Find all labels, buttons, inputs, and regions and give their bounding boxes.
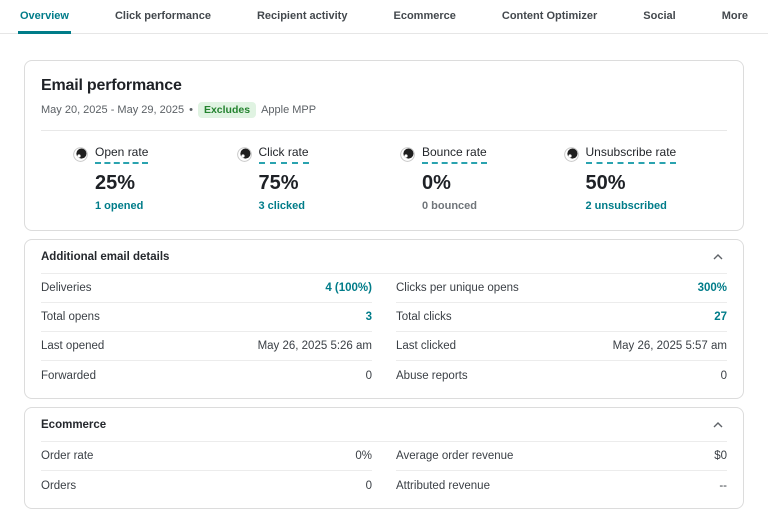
table-row: Attributed revenue -- bbox=[396, 471, 727, 500]
metric-value-open-rate: 25% bbox=[95, 172, 237, 195]
date-range-line: May 20, 2025 - May 29, 2025 • Excludes A… bbox=[41, 102, 727, 118]
excludes-badge: Excludes bbox=[198, 102, 256, 118]
metric-value-click-rate: 75% bbox=[259, 172, 401, 195]
details-right-column: Clicks per unique opens 300% Total click… bbox=[396, 274, 727, 390]
table-row: Order rate 0% bbox=[41, 442, 372, 471]
tab-ecommerce[interactable]: Ecommerce bbox=[391, 0, 457, 34]
row-value: May 26, 2025 5:57 am bbox=[613, 340, 727, 352]
row-value[interactable]: 27 bbox=[714, 311, 727, 323]
page-title: Email performance bbox=[41, 77, 727, 95]
freddie-icon bbox=[237, 147, 252, 162]
row-label: Abuse reports bbox=[396, 370, 468, 382]
chevron-up-icon bbox=[713, 254, 723, 260]
row-label: Order rate bbox=[41, 450, 93, 462]
tab-overview[interactable]: Overview bbox=[18, 0, 71, 34]
row-value: -- bbox=[719, 480, 727, 492]
table-row: Total opens 3 bbox=[41, 303, 372, 332]
ecommerce-right-column: Average order revenue $0 Attributed reve… bbox=[396, 442, 727, 500]
section-title-additional-details: Additional email details bbox=[41, 251, 169, 263]
table-row: Average order revenue $0 bbox=[396, 442, 727, 471]
metrics-row: Open rate 25% 1 opened Click rate 75% 3 … bbox=[25, 131, 743, 230]
row-value: 0% bbox=[355, 450, 372, 462]
freddie-icon bbox=[564, 147, 579, 162]
date-separator: • bbox=[189, 104, 193, 116]
tab-more[interactable]: More bbox=[720, 0, 750, 34]
row-label: Attributed revenue bbox=[396, 480, 490, 492]
collapse-button[interactable] bbox=[709, 250, 727, 264]
date-range: May 20, 2025 - May 29, 2025 bbox=[41, 104, 184, 116]
table-row: Deliveries 4 (100%) bbox=[41, 274, 372, 303]
section-title-ecommerce: Ecommerce bbox=[41, 419, 106, 431]
metric-label-click-rate[interactable]: Click rate bbox=[259, 145, 309, 164]
row-label: Deliveries bbox=[41, 282, 92, 294]
table-row: Total clicks 27 bbox=[396, 303, 727, 332]
row-value: 0 bbox=[721, 370, 727, 382]
email-performance-header: Email performance May 20, 2025 - May 29,… bbox=[25, 61, 743, 130]
table-row: Orders 0 bbox=[41, 471, 372, 500]
metric-click-rate: Click rate 75% 3 clicked bbox=[237, 145, 401, 212]
row-label: Orders bbox=[41, 480, 76, 492]
row-label: Total opens bbox=[41, 311, 100, 323]
freddie-icon bbox=[73, 147, 88, 162]
row-value: 0 bbox=[366, 480, 372, 492]
row-label: Clicks per unique opens bbox=[396, 282, 519, 294]
row-value[interactable]: 4 (100%) bbox=[325, 282, 372, 294]
row-label: Last opened bbox=[41, 340, 104, 352]
metric-bounce-rate: Bounce rate 0% 0 bounced bbox=[400, 145, 564, 212]
metric-sub-bounce-rate: 0 bounced bbox=[422, 200, 564, 212]
metric-sub-open-rate[interactable]: 1 opened bbox=[95, 200, 237, 212]
tab-click-performance[interactable]: Click performance bbox=[113, 0, 213, 34]
metric-label-open-rate[interactable]: Open rate bbox=[95, 145, 148, 164]
report-tabbar: Overview Click performance Recipient act… bbox=[0, 0, 768, 34]
additional-details-card: Additional email details Deliveries 4 (1… bbox=[24, 239, 744, 399]
row-value[interactable]: 300% bbox=[698, 282, 727, 294]
metric-unsubscribe-rate: Unsubscribe rate 50% 2 unsubscribed bbox=[564, 145, 728, 212]
table-row: Abuse reports 0 bbox=[396, 361, 727, 390]
collapse-button[interactable] bbox=[709, 418, 727, 432]
row-value: $0 bbox=[714, 450, 727, 462]
metric-label-bounce-rate[interactable]: Bounce rate bbox=[422, 145, 487, 164]
row-value: 0 bbox=[366, 370, 372, 382]
row-label: Last clicked bbox=[396, 340, 456, 352]
metric-sub-unsubscribe-rate[interactable]: 2 unsubscribed bbox=[586, 200, 728, 212]
chevron-up-icon bbox=[713, 422, 723, 428]
email-performance-card: Email performance May 20, 2025 - May 29,… bbox=[24, 60, 744, 231]
metric-sub-click-rate[interactable]: 3 clicked bbox=[259, 200, 401, 212]
freddie-icon bbox=[400, 147, 415, 162]
table-row: Last clicked May 26, 2025 5:57 am bbox=[396, 332, 727, 361]
ecommerce-left-column: Order rate 0% Orders 0 bbox=[41, 442, 372, 500]
row-label: Forwarded bbox=[41, 370, 96, 382]
row-label: Total clicks bbox=[396, 311, 452, 323]
tab-content-optimizer[interactable]: Content Optimizer bbox=[500, 0, 599, 34]
table-row: Forwarded 0 bbox=[41, 361, 372, 390]
ecommerce-card: Ecommerce Order rate 0% Orders 0 Average… bbox=[24, 407, 744, 509]
row-label: Average order revenue bbox=[396, 450, 513, 462]
tab-recipient-activity[interactable]: Recipient activity bbox=[255, 0, 349, 34]
excludes-target: Apple MPP bbox=[261, 104, 316, 116]
metric-label-unsubscribe-rate[interactable]: Unsubscribe rate bbox=[586, 145, 677, 164]
row-value: May 26, 2025 5:26 am bbox=[258, 340, 372, 352]
metric-value-unsubscribe-rate: 50% bbox=[586, 172, 728, 195]
table-row: Clicks per unique opens 300% bbox=[396, 274, 727, 303]
metric-open-rate: Open rate 25% 1 opened bbox=[73, 145, 237, 212]
row-value[interactable]: 3 bbox=[366, 311, 372, 323]
metric-value-bounce-rate: 0% bbox=[422, 172, 564, 195]
tab-social[interactable]: Social bbox=[641, 0, 677, 34]
table-row: Last opened May 26, 2025 5:26 am bbox=[41, 332, 372, 361]
details-left-column: Deliveries 4 (100%) Total opens 3 Last o… bbox=[41, 274, 372, 390]
